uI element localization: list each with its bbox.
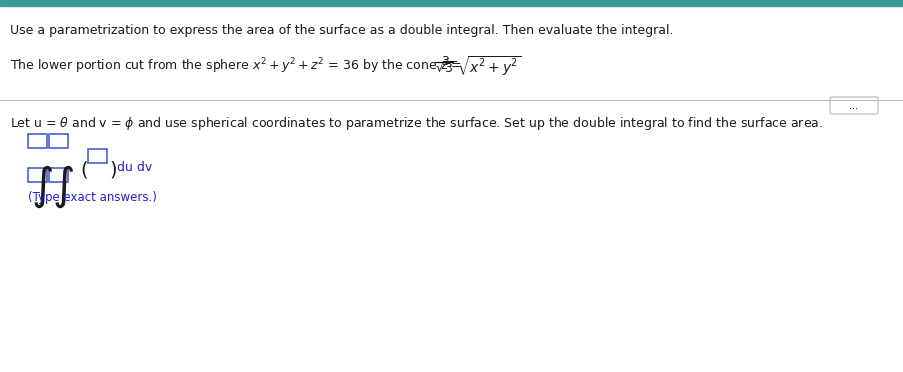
Bar <box>49 134 68 148</box>
Bar <box>28 168 47 182</box>
Bar <box>28 134 47 148</box>
Text: ...: ... <box>849 101 858 111</box>
Text: $\sqrt{x^2+y^2}$: $\sqrt{x^2+y^2}$ <box>457 54 521 78</box>
Text: Use a parametrization to express the area of the surface as a double integral. T: Use a parametrization to express the are… <box>10 24 673 37</box>
Bar <box>88 149 107 163</box>
Text: Let u = $\theta$ and v = $\phi$ and use spherical coordinates to parametrize the: Let u = $\theta$ and v = $\phi$ and use … <box>10 115 822 132</box>
Bar <box>49 168 68 182</box>
Text: $\int$: $\int$ <box>31 164 53 211</box>
FancyBboxPatch shape <box>829 97 877 114</box>
Text: (: ( <box>79 161 88 180</box>
Text: $\int$: $\int$ <box>52 164 74 211</box>
Text: du dv: du dv <box>116 161 152 174</box>
Text: 3: 3 <box>441 55 449 68</box>
Text: ): ) <box>109 161 116 180</box>
Text: (Type exact answers.): (Type exact answers.) <box>28 191 157 204</box>
Text: $\sqrt{3}$: $\sqrt{3}$ <box>434 61 455 76</box>
Bar <box>0 0 903 6</box>
Text: The lower portion cut from the sphere $x^2+y^2+z^2$ = 36 by the cone z =: The lower portion cut from the sphere $x… <box>10 56 461 76</box>
